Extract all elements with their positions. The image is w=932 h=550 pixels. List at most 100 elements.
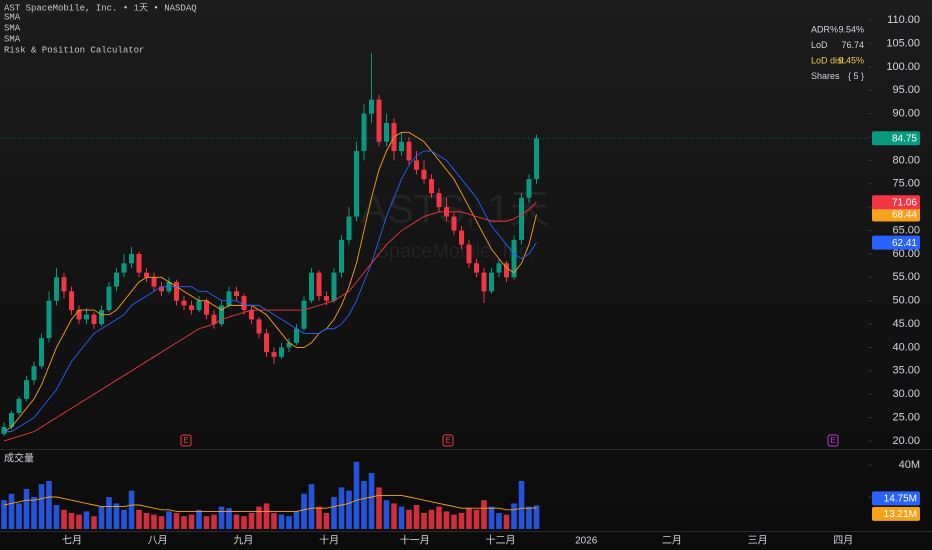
volume-bar	[106, 497, 112, 529]
x-tick-label: 七月	[62, 535, 82, 547]
candle-body	[429, 179, 434, 194]
volume-bar	[338, 487, 345, 529]
y-tick-label: 30.00	[892, 388, 920, 400]
volume-bar	[458, 513, 465, 529]
last-price-tag: 84.75	[892, 133, 917, 144]
volume-bar	[518, 481, 525, 529]
candle-body	[264, 333, 269, 353]
volume-bar	[533, 505, 540, 529]
candle-body	[16, 398, 22, 413]
volume-bar	[188, 514, 195, 529]
x-tick-label: 八月	[148, 535, 168, 547]
candle-body	[526, 179, 532, 198]
volume-bar	[38, 484, 45, 529]
volume-bar	[278, 514, 285, 529]
candle-body	[84, 314, 89, 320]
volume-bar	[503, 514, 510, 529]
legend-entry: SMA	[4, 12, 21, 22]
last-price-tag-bg	[872, 131, 920, 146]
volume-bar	[46, 481, 52, 529]
volume-bar	[293, 511, 300, 529]
volume-bar	[368, 473, 375, 529]
volume-bar	[331, 497, 337, 529]
sma-tag-bg	[872, 235, 920, 250]
volume-bar	[173, 513, 180, 529]
candle-body	[241, 296, 247, 311]
candle-body	[301, 300, 307, 329]
volume-bar	[406, 509, 412, 529]
volume-bar	[218, 506, 225, 529]
candle-body	[294, 328, 299, 343]
volume-bar	[481, 500, 487, 529]
candle-body	[369, 99, 374, 114]
stats-value: 76.74	[841, 40, 864, 50]
volume-bar	[128, 490, 135, 529]
volume-bar	[143, 513, 150, 529]
candle-body	[481, 272, 487, 292]
pane-title: 成交量	[4, 452, 34, 465]
volume-bar	[443, 511, 450, 529]
sma-tag: 71.06	[892, 197, 917, 208]
candle-body	[144, 272, 149, 278]
volume-bar	[158, 516, 165, 529]
y-tick-label: 60.00	[892, 248, 920, 260]
candle-body	[474, 263, 479, 273]
candle-body	[204, 300, 209, 315]
volume-bar	[383, 500, 390, 529]
y-tick-label: 40.00	[892, 341, 920, 353]
candle-body	[106, 286, 112, 311]
volume-bar	[428, 509, 435, 529]
candle-body	[489, 272, 494, 292]
earnings-label: E	[445, 436, 450, 445]
candle-body	[376, 99, 382, 142]
x-tick-label: 十二月	[486, 534, 516, 547]
volume-bar	[526, 506, 532, 529]
volume-bar	[451, 514, 457, 529]
volume-bar	[353, 461, 360, 529]
candle-body	[504, 263, 509, 278]
volume-bar	[181, 516, 187, 529]
volume-bar	[496, 513, 502, 529]
sma-tag-bg	[872, 207, 920, 222]
candle-body	[271, 352, 277, 357]
candle-body	[249, 310, 254, 320]
candle-body	[354, 151, 359, 217]
candle-body	[211, 314, 217, 325]
stats-key: Shares	[811, 71, 840, 81]
candle-body	[159, 286, 164, 292]
volume-bar	[391, 503, 397, 529]
sma-line	[4, 150, 537, 433]
volume-ma-tag-bg	[872, 506, 920, 521]
candle-body	[174, 281, 179, 301]
candle-body	[219, 305, 224, 325]
candle-body	[136, 253, 142, 273]
volume-bar	[263, 503, 270, 529]
candle-body	[151, 277, 157, 287]
y-tick-label: 50.00	[892, 295, 920, 307]
x-tick-label: 二月	[662, 535, 682, 547]
candle-body	[459, 230, 464, 245]
candle-body	[189, 305, 194, 311]
volume-bar	[83, 511, 90, 529]
volume-bar	[248, 513, 255, 529]
volume-bar	[361, 481, 367, 529]
stats-key: ADR%	[811, 24, 838, 34]
y-tick-label: 65.00	[892, 224, 920, 236]
volume-bar	[211, 514, 217, 529]
volume-bar	[316, 506, 322, 529]
y-tick-label: 55.00	[892, 271, 920, 283]
candle-body	[24, 380, 29, 399]
y-tick-label: 105.00	[886, 37, 920, 49]
volume-bar	[241, 516, 247, 529]
candle-body	[46, 300, 52, 339]
volume-bar	[488, 506, 495, 529]
volume-bar	[271, 513, 277, 529]
volume-bar	[16, 503, 22, 529]
volume-bar	[436, 506, 442, 529]
candle-body	[511, 239, 517, 278]
volume-bar	[473, 509, 480, 529]
candle-body	[339, 239, 344, 273]
volume-bar	[233, 514, 240, 529]
